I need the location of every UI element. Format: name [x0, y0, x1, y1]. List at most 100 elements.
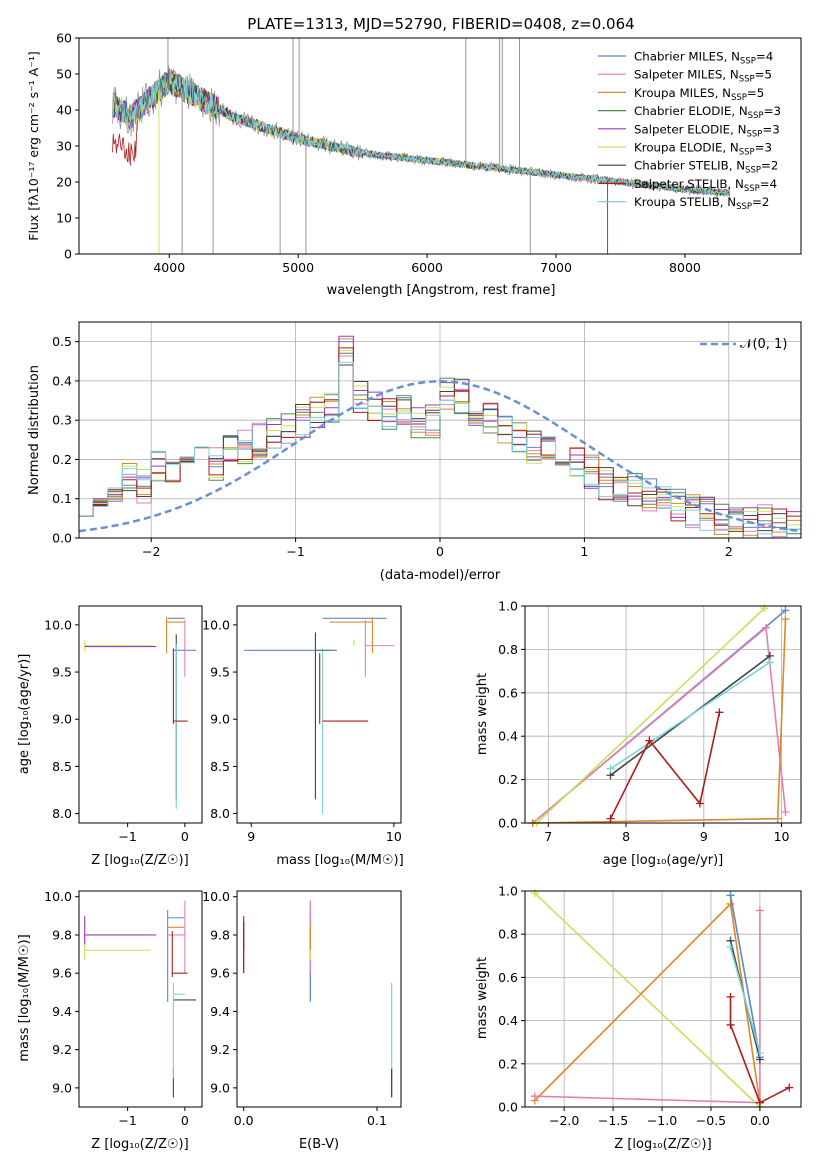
mass-vs-ebv-marks — [243, 900, 393, 1098]
x-tick-label: −1 — [118, 1113, 136, 1128]
massweight-point — [606, 764, 615, 773]
massweight-point — [726, 943, 735, 952]
spectrum-xlabel: wavelength [Angstrom, rest frame] — [327, 283, 556, 298]
massweight-series-line — [609, 712, 721, 820]
y-tick-label: 1.0 — [498, 599, 518, 614]
massweight-series-line — [536, 607, 766, 824]
age-vs-z-frame — [78, 605, 203, 824]
massweight-series-line — [729, 895, 761, 1058]
y-tick-label: 0.4 — [52, 373, 72, 388]
x-tick-label: 0.0 — [234, 1113, 254, 1128]
y-tick-label: 8.5 — [52, 759, 72, 774]
y-tick-label: 8.0 — [210, 806, 230, 821]
residual-xlabel: (data-model)/error — [380, 568, 501, 583]
y-tick-label: 40 — [56, 103, 72, 118]
y-tick-label: 9.2 — [210, 1042, 230, 1057]
y-tick-label: 9.6 — [52, 966, 72, 981]
y-tick-label: 9.0 — [210, 712, 230, 727]
y-tick-label: 50 — [56, 67, 72, 82]
massweight-vs-age-lines — [528, 604, 790, 827]
massweight-point — [715, 708, 724, 717]
y-tick-label: 0.2 — [498, 772, 518, 787]
y-tick-label: 9.0 — [210, 1080, 230, 1095]
y-tick-label: 9.5 — [52, 665, 72, 680]
spectrum-lines — [112, 38, 731, 254]
x-tick-label: 0 — [181, 1113, 189, 1128]
massweight-vs-z-panel: −2.0 −1.5 −1.0 −0.5 0.0 0.0 0.2 0.4 0.6 0.8 1.0 Z … — [475, 884, 802, 1152]
massweight-point — [781, 808, 790, 817]
y-tick-label: 9.8 — [210, 927, 230, 942]
spectrum-legend-entry: Chabrier ELODIE, NSSP=3 — [634, 104, 781, 121]
y-tick-label: 9.8 — [52, 927, 72, 942]
y-tick-label: 9.0 — [52, 1080, 72, 1095]
massweight-point — [726, 992, 735, 1001]
spectrum-legend-entry: Chabrier MILES, NSSP=4 — [634, 50, 773, 67]
age-vs-z-xlabel: Z [log₁₀(Z/Z☉)] — [91, 853, 188, 868]
spectrum-ylabel: Flux [fλ10⁻¹⁷ erg cm⁻² s⁻¹ A⁻¹] — [26, 51, 41, 240]
x-tick-label: 7000 — [540, 260, 572, 275]
massweight-point — [726, 891, 735, 900]
spectrum-legend-entry: Salpeter MILES, NSSP=5 — [634, 68, 772, 85]
y-tick-label: 0.2 — [52, 452, 72, 467]
y-tick-label: 9.4 — [210, 1004, 230, 1019]
residual-ticks: −2 −1 0 1 2 0.0 0.1 0.2 0.3 0.4 0.5 — [52, 334, 733, 559]
y-tick-label: 0.5 — [52, 334, 72, 349]
x-tick-label: 0.1 — [367, 1113, 387, 1128]
y-tick-label: 0.0 — [498, 1100, 518, 1115]
age-vs-mass-marks — [244, 617, 394, 814]
massweight-point — [726, 899, 735, 908]
y-tick-label: 0.3 — [52, 413, 72, 428]
age-vs-mass-ticks: 9 10 8.0 8.5 9.0 9.5 10.0 — [202, 617, 402, 844]
massweight-point — [755, 1049, 764, 1057]
mass-vs-z-ylabel: mass [log₁₀(M/M☉)] — [17, 934, 32, 1061]
y-tick-label: 20 — [56, 175, 72, 190]
y-tick-label: 0.6 — [498, 970, 518, 985]
residual-histograms — [79, 335, 801, 538]
y-tick-label: 0 — [64, 247, 72, 262]
massweight-point — [785, 1083, 794, 1092]
mass-vs-z-marks — [84, 900, 197, 1098]
y-tick-label: 8.0 — [52, 806, 72, 821]
age-vs-mass-frame — [236, 605, 402, 824]
y-tick-label: 10 — [56, 211, 72, 226]
residual-legend-label: 𝒩(0, 1) — [740, 337, 787, 352]
y-tick-label: 0.4 — [498, 1013, 518, 1028]
y-tick-label: 8.5 — [210, 759, 230, 774]
x-tick-label: −1 — [118, 829, 136, 844]
y-tick-label: 60 — [56, 31, 72, 46]
massweight-series-line — [729, 946, 761, 1054]
x-tick-label: 8 — [622, 829, 630, 844]
x-tick-label: 0 — [436, 544, 444, 559]
age-vs-z-marks — [84, 617, 197, 809]
x-tick-label: −2 — [142, 544, 160, 559]
y-tick-label: 9.4 — [52, 1004, 72, 1019]
spectrum-series-line — [112, 71, 731, 197]
massweight-point — [530, 889, 539, 898]
spectrum-legend-entry: Kroupa ELODIE, NSSP=3 — [634, 141, 772, 158]
mass-vs-ebv-ticks: 0.0 0.1 9.0 9.2 9.4 9.6 9.8 10.0 — [202, 889, 387, 1128]
x-tick-label: 0 — [181, 829, 189, 844]
massweight-vs-age-xlabel: age [log₁₀(age/yr)] — [603, 853, 724, 868]
x-tick-label: 10 — [386, 829, 402, 844]
mass-vs-ebv-frame — [236, 890, 402, 1108]
massweight-point — [765, 658, 774, 667]
massweight-point — [781, 606, 790, 615]
residual-ylabel: Normed distribution — [27, 365, 42, 495]
x-tick-label: −1.5 — [598, 1113, 628, 1128]
age-vs-mass-xlabel: mass [log₁₀(M/M☉)] — [276, 853, 403, 868]
y-tick-label: 0.1 — [52, 491, 72, 506]
x-tick-label: 9 — [700, 829, 708, 844]
x-tick-label: 0.0 — [750, 1113, 770, 1128]
y-tick-label: 0.2 — [498, 1056, 518, 1071]
spectrum-ticks: 4000 5000 6000 7000 8000 0 10 20 30 40 50 60 — [56, 31, 701, 276]
y-tick-label: 0.8 — [498, 642, 518, 657]
y-tick-label: 0.4 — [498, 729, 518, 744]
residual-panel: −2 −1 0 1 2 0.0 0.1 0.2 0.3 0.4 0.5 (data-model)/e… — [27, 321, 802, 583]
y-tick-label: 30 — [56, 139, 72, 154]
massweight-point — [762, 623, 771, 632]
massweight-series-line — [532, 626, 787, 824]
age-vs-z-ylabel: age [log₁₀(age/yr)] — [17, 654, 32, 775]
x-tick-label: 5000 — [282, 260, 314, 275]
massweight-point — [695, 799, 704, 808]
